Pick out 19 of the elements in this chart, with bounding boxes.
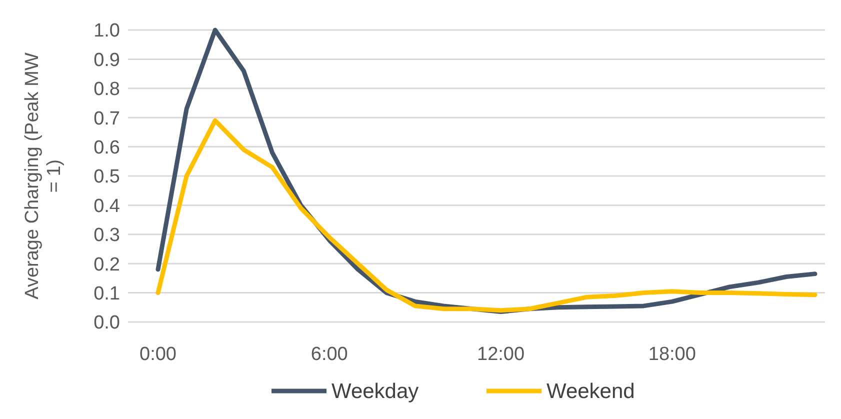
y-tick-label: 0.1 bbox=[94, 283, 120, 304]
y-tick-label: 0.5 bbox=[94, 166, 120, 188]
x-tick-label: 0:00 bbox=[140, 344, 176, 365]
y-tick-label: 0.0 bbox=[94, 312, 120, 334]
x-tick-label: 6:00 bbox=[310, 344, 348, 365]
line-series bbox=[156, 118, 818, 313]
legend-label: Weekend bbox=[546, 380, 635, 403]
y-tick-label: 0.7 bbox=[94, 108, 120, 130]
y-tick-label: 0.3 bbox=[94, 225, 120, 246]
y-axis-title: Average Charging (Peak MW = 1) bbox=[22, 52, 65, 300]
y-tick-label: 0.8 bbox=[94, 79, 120, 100]
x-tick-label: 18:00 bbox=[648, 344, 696, 365]
y-tick-label: 0.2 bbox=[94, 254, 120, 276]
y-tick-label: 0.6 bbox=[94, 137, 120, 158]
y-tick-label: 0.4 bbox=[94, 196, 120, 217]
x-tick-label: 12:00 bbox=[477, 344, 525, 365]
y-tick-label: 1.0 bbox=[94, 20, 120, 42]
y-tick-label: 0.9 bbox=[94, 50, 120, 71]
legend-label: Weekday bbox=[332, 380, 420, 403]
